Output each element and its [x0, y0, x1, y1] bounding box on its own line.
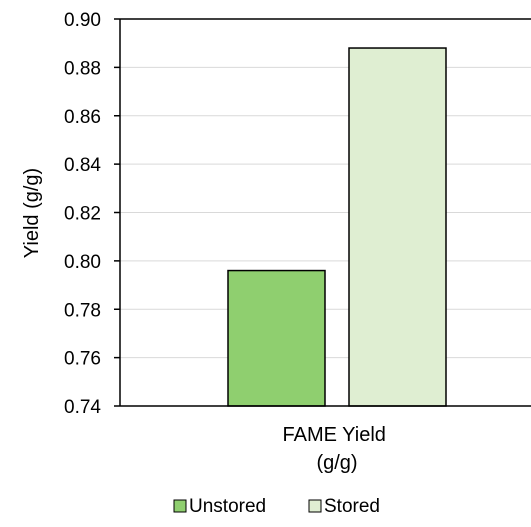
legend-label-unstored: Unstored	[189, 496, 266, 517]
bar-unstored	[227, 269, 326, 407]
x-category-label: FAME Yield (g/g)	[283, 424, 392, 474]
y-tick-label: 0.84	[64, 155, 101, 176]
legend-swatch-stored	[308, 499, 322, 513]
legend: Unstored Stored	[173, 496, 380, 517]
y-axis-title: Yield (g/g)	[21, 168, 43, 258]
x-category-label-line-2: (g/g)	[316, 452, 357, 474]
y-tick-label: 0.88	[64, 58, 101, 79]
y-tick-label: 0.74	[64, 397, 101, 418]
y-tick-label: 0.80	[64, 252, 101, 273]
y-tick-label: 0.82	[64, 204, 101, 225]
legend-label-stored: Stored	[324, 496, 380, 517]
y-tick-label: 0.86	[64, 107, 101, 128]
legend-swatch-unstored	[173, 499, 187, 513]
bars	[227, 47, 447, 407]
bar-stored	[348, 47, 447, 407]
y-tick-label: 0.78	[64, 300, 101, 321]
y-tick-label: 0.90	[64, 10, 101, 31]
y-tick-labels: 0.74 0.76 0.78 0.80 0.82 0.84 0.86 0.88 0.90	[64, 10, 120, 418]
y-tick-label: 0.76	[64, 349, 101, 370]
gridlines	[120, 66, 531, 359]
x-category-label-line-1: FAME Yield	[283, 424, 386, 446]
